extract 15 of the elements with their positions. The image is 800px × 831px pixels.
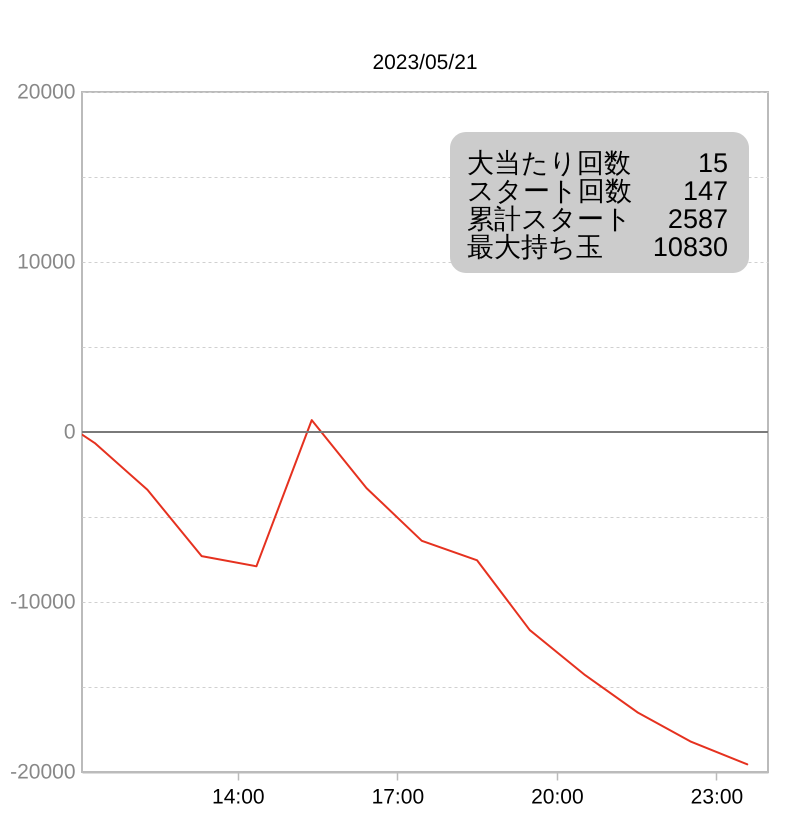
y-tick-label: 10000 <box>17 250 76 274</box>
text: 最大持ち玉 10830 <box>467 232 728 262</box>
y-tick-label: 0 <box>64 420 76 444</box>
x-tick-label: 20:00 <box>531 786 584 808</box>
line-series <box>82 419 748 766</box>
y-tick-label: 20000 <box>17 80 76 104</box>
text: 累計スタート 2587 <box>467 204 728 234</box>
x-tick-label: 17:00 <box>372 786 424 808</box>
text: 大当たり回数 15 <box>467 148 728 178</box>
x-tick-label: 23:00 <box>690 786 744 808</box>
text: スタート回数 147 <box>467 176 728 206</box>
chart-title: 2023/05/21 <box>372 51 478 74</box>
x-tick-label: 14:00 <box>212 786 265 808</box>
y-tick-label: -10000 <box>10 590 76 614</box>
y-tick-label: -20000 <box>10 760 76 784</box>
